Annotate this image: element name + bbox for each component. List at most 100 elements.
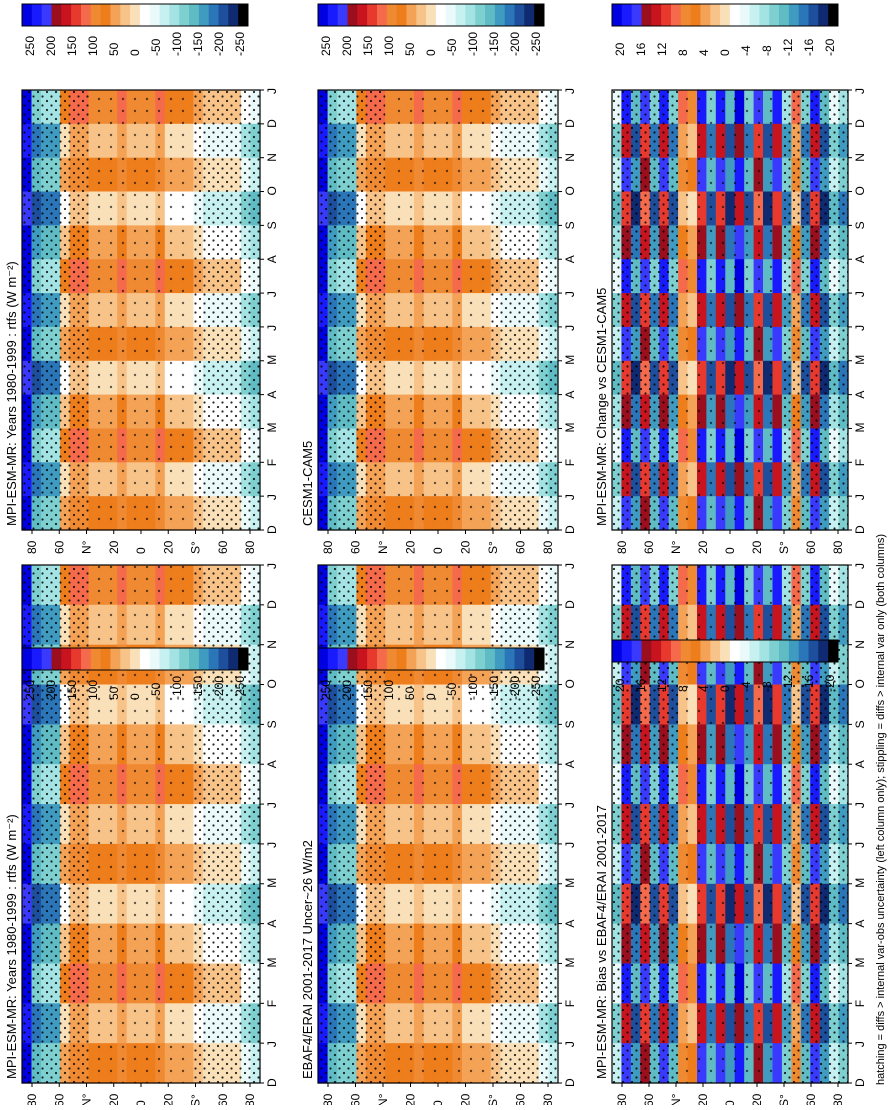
- heatmap-cell: [772, 684, 783, 725]
- colorbar-swatch: [651, 4, 662, 26]
- colorbar-swatch: [621, 640, 632, 662]
- colorbar-swatch: [534, 648, 545, 670]
- colorbar-swatch: [169, 648, 180, 670]
- colorbar-tick-label: -50: [445, 682, 459, 700]
- colorbar-swatch: [445, 4, 456, 26]
- month-tick-label: O: [563, 679, 577, 688]
- lat-tick-label: 80: [243, 540, 257, 554]
- colorbar-swatch: [198, 4, 210, 26]
- lat-tick-label: 60: [514, 540, 528, 554]
- colorbar-swatch: [228, 648, 239, 670]
- heatmap-cell: [183, 565, 194, 606]
- month-tick-label: J: [563, 494, 577, 500]
- colorbar-tick-label: 50: [107, 42, 121, 56]
- heatmap-cell: [481, 883, 492, 925]
- month-tick-label: J: [853, 563, 867, 569]
- colorbar-tick-label: -200: [212, 676, 226, 700]
- month-tick-label: A: [853, 391, 867, 399]
- heatmap-cell: [183, 394, 194, 429]
- heatmap-cell: [183, 293, 194, 328]
- colorbar-frame: [317, 3, 545, 27]
- heatmap-cell: [772, 157, 783, 193]
- panel-1: MPI-ESM-MR: Years 1980-1999 : rtfs (W m⁻…: [4, 3, 279, 554]
- lat-tick-label: 80: [615, 540, 629, 554]
- heatmap-cell: [183, 843, 194, 885]
- month-tick-label: A: [853, 760, 867, 768]
- colorbar-swatch: [690, 4, 701, 26]
- colorbar-tick-label: -20: [823, 674, 837, 692]
- colorbar-swatch: [671, 640, 682, 662]
- colorbar-swatch: [661, 4, 672, 26]
- colorbar-tick-label: 100: [86, 36, 100, 56]
- colorbar-swatch: [631, 640, 642, 662]
- heatmap-cell: [481, 1043, 492, 1084]
- lat-tick-label: 20: [459, 540, 473, 554]
- lat-tick-label: 80: [615, 1093, 629, 1105]
- colorbar-tick-label: -100: [466, 32, 480, 56]
- colorbar-swatch: [189, 4, 200, 26]
- lat-tick-label: 0: [431, 1100, 445, 1105]
- colorbar-tick-label: 150: [65, 680, 79, 700]
- month-tick-label: A: [563, 920, 577, 928]
- colorbar-swatch: [169, 4, 180, 26]
- colorbar-swatch: [828, 640, 839, 662]
- month-tick-label: M: [563, 422, 577, 432]
- lat-tick-label: N°: [669, 540, 683, 554]
- month-tick-label: D: [265, 1078, 279, 1087]
- colorbar-swatch: [406, 648, 417, 670]
- colorbar-tick-label: 0: [424, 49, 438, 56]
- lat-tick-label: 60: [804, 540, 818, 554]
- colorbar-tick-label: 50: [403, 686, 417, 700]
- colorbar-swatch: [475, 4, 486, 26]
- month-tick-label: F: [563, 459, 577, 466]
- colorbar-tick-label: 0: [718, 685, 732, 692]
- heatmap-cell: [481, 923, 492, 964]
- heatmap-cell: [481, 496, 492, 531]
- colorbar-swatch: [641, 4, 652, 26]
- heatmap-cell: [481, 360, 492, 396]
- heatmap-cell: [183, 360, 194, 396]
- colorbar: 250 200 150 100 50 0 -50 -100 -150 -200 -250: [317, 647, 545, 700]
- colorbar-tick-label: -200: [212, 32, 226, 56]
- month-tick-label: F: [563, 1000, 577, 1007]
- colorbar-swatch: [788, 640, 800, 662]
- panel-title: MPI-ESM-MR: Years 1980-1999 : rtfs (W m⁻…: [4, 814, 19, 1079]
- colorbar-tick-label: -100: [170, 32, 184, 56]
- lat-tick-label: 0: [134, 1100, 148, 1105]
- colorbar-swatch: [110, 648, 121, 670]
- colorbar-swatch: [357, 4, 368, 26]
- colorbar-tick-label: 100: [382, 36, 396, 56]
- colorbar-frame: [611, 3, 839, 27]
- colorbar-tick-label: 0: [128, 49, 142, 56]
- month-tick-label: N: [853, 153, 867, 162]
- colorbar-swatch: [808, 4, 819, 26]
- heatmap-cell: [481, 293, 492, 328]
- month-tick-label: O: [265, 679, 279, 688]
- month-tick-label: S: [563, 720, 577, 728]
- colorbar-tick-label: 20: [613, 42, 627, 56]
- colorbar-tick-label: -50: [149, 682, 163, 700]
- month-tick-label: A: [265, 255, 279, 263]
- colorbar-tick-label: -250: [529, 32, 543, 56]
- lat-tick-label: 60: [216, 1093, 230, 1105]
- month-tick-label: J: [853, 842, 867, 848]
- colorbar: 20 16 12 8 4 0 -4 -8 -12 -16 -20: [611, 639, 839, 692]
- panel-title: CESM1-CAM5: [300, 441, 315, 526]
- month-tick-label: J: [265, 325, 279, 331]
- colorbar-tick-label: 8: [676, 49, 690, 56]
- colorbar-tick-label: 250: [23, 680, 37, 700]
- panels-layer: MPI-ESM-MR: Years 1980-1999 : rtfs (W m⁻…: [4, 3, 867, 1107]
- panel-title: EBAF4/ERAI 2001-2017 Uncer~26 W/m2: [300, 840, 315, 1079]
- heatmap-cell: [481, 604, 492, 646]
- month-tick-label: D: [265, 119, 279, 128]
- colorbar-tick-label: -250: [233, 32, 247, 56]
- colorbar-tick-label: 0: [718, 49, 732, 56]
- colorbar-swatch: [524, 4, 535, 26]
- month-tick-label: J: [853, 802, 867, 808]
- heatmap-cell: [183, 123, 194, 159]
- colorbar-swatch: [198, 648, 210, 670]
- month-tick-label: M: [853, 422, 867, 432]
- stipple-region: [318, 90, 386, 530]
- lat-tick-label: 80: [831, 540, 845, 554]
